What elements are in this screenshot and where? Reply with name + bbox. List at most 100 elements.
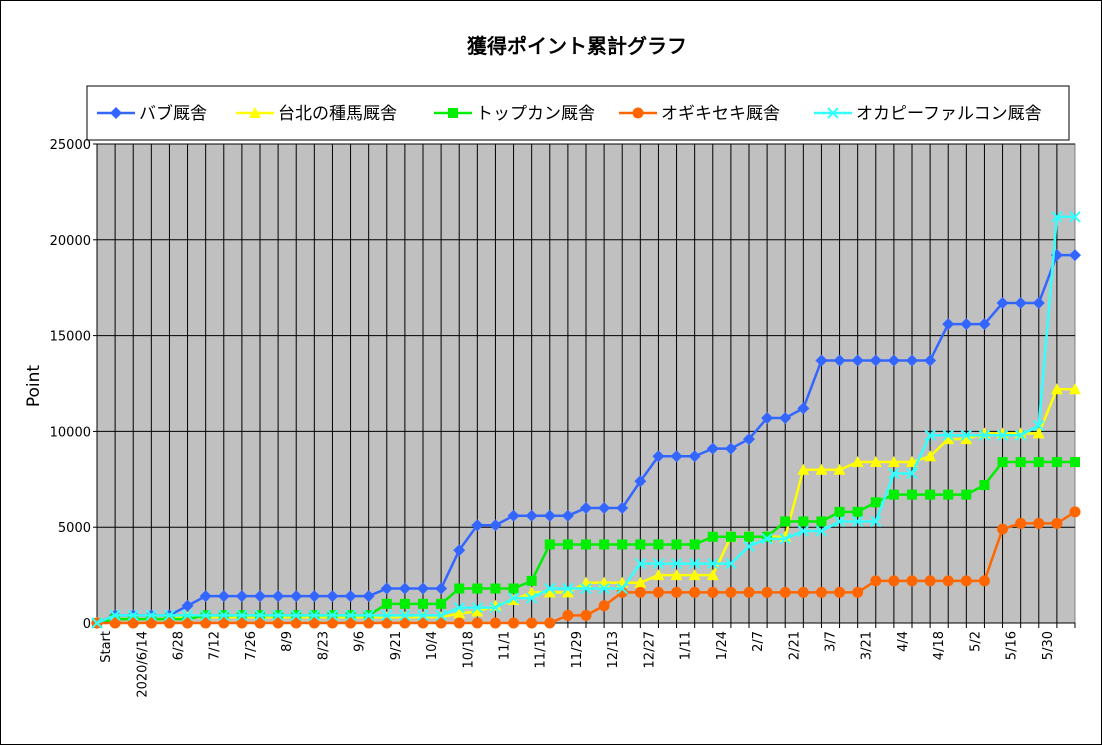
data-point-stroke — [562, 582, 574, 595]
data-point — [526, 575, 537, 586]
data-point — [906, 467, 918, 480]
data-point-stroke — [199, 609, 212, 622]
data-point — [1051, 517, 1063, 529]
data-point — [815, 525, 828, 537]
data-point-stroke — [471, 601, 484, 614]
series-4 — [91, 211, 1081, 629]
data-point — [254, 617, 266, 629]
x-tick-label: 8/9 — [280, 631, 295, 652]
data-point-stroke — [290, 609, 302, 622]
data-point — [762, 531, 773, 542]
y-tick-label: 0 — [83, 617, 91, 632]
data-point — [399, 598, 410, 609]
data-point-stroke — [127, 609, 139, 622]
data-point — [435, 582, 448, 595]
data-point — [145, 617, 157, 629]
data-point — [471, 519, 484, 532]
x-tick-label: 12/13 — [606, 631, 621, 668]
gridlines — [96, 143, 1075, 624]
data-point-stroke — [960, 429, 973, 441]
data-point — [507, 592, 520, 604]
data-point-stroke — [815, 525, 828, 537]
data-point — [797, 402, 810, 415]
data-point — [181, 609, 194, 622]
data-point — [308, 590, 321, 603]
data-point — [490, 583, 501, 594]
data-point — [960, 318, 973, 331]
data-point — [996, 429, 1009, 441]
data-point — [725, 531, 736, 542]
data-point — [834, 506, 845, 517]
data-point-stroke — [851, 515, 864, 528]
data-point — [815, 463, 828, 475]
data-point-stroke — [544, 582, 556, 595]
data-point — [544, 617, 556, 629]
x-tick-label: 5/16 — [1005, 631, 1020, 660]
data-point — [453, 544, 466, 557]
data-point-stroke — [381, 609, 393, 622]
data-point-stroke — [308, 609, 321, 622]
data-point — [326, 590, 339, 603]
data-point — [924, 450, 937, 462]
data-point — [725, 557, 737, 570]
data-point — [744, 531, 754, 542]
data-point — [616, 502, 629, 515]
data-point-stroke — [942, 429, 954, 441]
data-point — [706, 569, 719, 581]
data-point — [254, 609, 266, 622]
data-point — [272, 617, 284, 629]
data-point — [1032, 427, 1045, 439]
data-point — [670, 557, 683, 570]
data-point — [942, 318, 955, 331]
data-point — [979, 480, 990, 491]
data-point — [743, 540, 755, 553]
data-point — [1014, 429, 1027, 441]
data-point-stroke — [779, 532, 791, 545]
data-point — [1033, 457, 1044, 468]
data-point-stroke — [761, 532, 773, 545]
x-tick-label: 2/7 — [751, 631, 766, 652]
data-point — [617, 539, 628, 550]
y-axis: 0 5000 10000 15000 20000 25000 — [50, 138, 97, 632]
data-point — [798, 516, 809, 527]
data-point — [652, 586, 664, 598]
data-point — [1033, 517, 1045, 529]
data-point — [362, 609, 375, 622]
data-point — [870, 575, 882, 587]
data-point — [581, 539, 591, 550]
legend-marker — [448, 108, 458, 118]
data-point — [436, 598, 447, 609]
data-point — [1033, 419, 1045, 432]
data-point — [978, 575, 990, 587]
data-point — [761, 586, 773, 598]
data-point-stroke — [707, 557, 719, 570]
series-3 — [91, 506, 1081, 629]
data-point — [489, 617, 501, 629]
x-axis: Start 2020/6/14 6/28 7/12 7/26 8/9 8/23 9/6 9/21… — [96, 623, 1076, 698]
data-point — [634, 586, 646, 598]
legend-label: バブ厩舎 — [139, 103, 207, 124]
data-point-stroke — [797, 525, 810, 537]
data-point-stroke — [181, 609, 194, 622]
data-point — [308, 609, 321, 622]
data-point — [508, 617, 520, 629]
y-tick-label: 5000 — [58, 521, 91, 536]
data-point — [942, 575, 954, 587]
data-point — [1014, 297, 1027, 310]
data-point-stroke — [652, 557, 665, 570]
data-point — [779, 411, 792, 424]
x-tick-label: 7/26 — [244, 631, 259, 660]
data-point — [761, 532, 773, 545]
x-tick-label: 1/11 — [679, 631, 694, 660]
data-point — [688, 569, 701, 581]
data-point — [417, 609, 429, 622]
data-point — [163, 617, 175, 629]
data-point — [797, 586, 809, 598]
data-point-stroke — [978, 429, 991, 441]
y-tick-label: 10000 — [50, 425, 91, 440]
data-point — [888, 575, 900, 587]
data-point — [816, 516, 827, 527]
data-point — [435, 609, 447, 622]
x-tick-label: Start — [99, 631, 114, 663]
data-point — [1070, 457, 1080, 468]
